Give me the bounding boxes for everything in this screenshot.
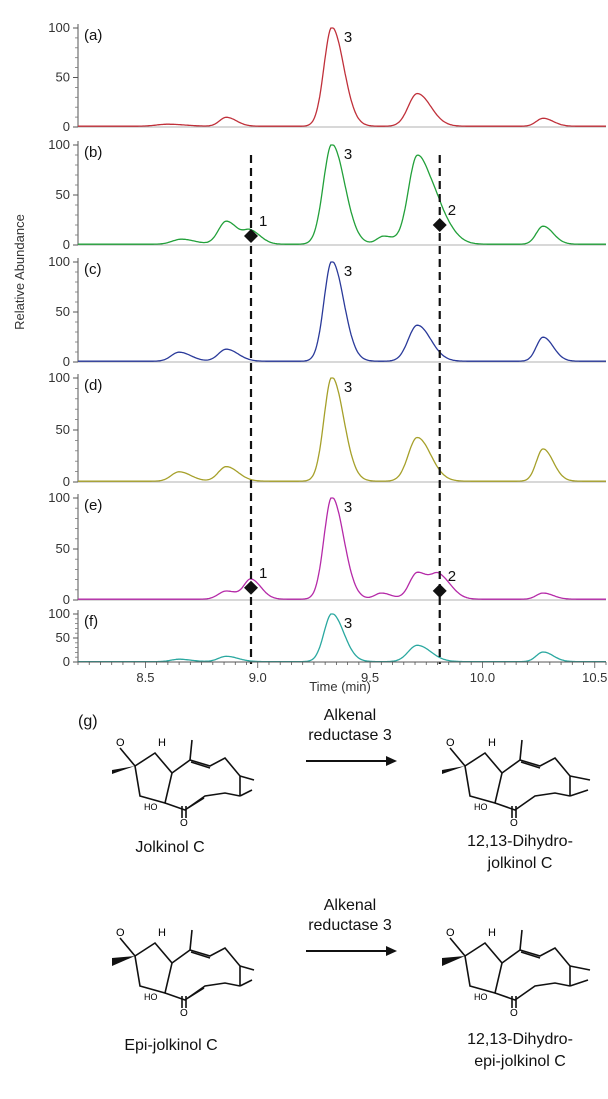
substrate-name-1: Jolkinol C bbox=[135, 839, 205, 856]
product-name-2-line1: 12,13-Dihydro- bbox=[467, 1031, 573, 1048]
trace-b bbox=[78, 144, 606, 245]
y-tick-label: 50 bbox=[56, 541, 70, 556]
peak-label-3: 3 bbox=[344, 29, 352, 46]
x-axis-title: Time (min) bbox=[309, 679, 371, 694]
hydroxyl-label: HO bbox=[144, 802, 158, 812]
panel-a: 0 50 100 (a) 3 bbox=[48, 20, 606, 134]
oxygen-atom-label: O bbox=[116, 737, 125, 749]
y-tick-label: 0 bbox=[63, 237, 70, 252]
y-tick-label: 50 bbox=[56, 422, 70, 437]
peak-label-2: 2 bbox=[448, 202, 456, 219]
peak-label-3: 3 bbox=[344, 615, 352, 632]
product-name-1-line1: 12,13-Dihydro- bbox=[467, 833, 573, 850]
panel-b: 0 50 100 (b) 3 1 2 bbox=[48, 137, 606, 252]
panel-label: (b) bbox=[84, 144, 102, 161]
peak-label-3: 3 bbox=[344, 379, 352, 396]
scheme-label: (g) bbox=[78, 713, 98, 730]
y-tick-label: 50 bbox=[56, 187, 70, 202]
panel-c: 0 50 100 (c) 3 bbox=[48, 254, 606, 369]
y-tick-label: 100 bbox=[48, 20, 70, 35]
y-tick-label: 100 bbox=[48, 370, 70, 385]
reaction-scheme: (g) O H HO O Jolkinol C Alkenal reductas… bbox=[0, 700, 608, 1099]
x-tick-label: 10.5 bbox=[582, 670, 607, 685]
trace-f bbox=[78, 613, 606, 663]
dihydro-jolkinol-c-structure: O H HO O bbox=[430, 718, 600, 828]
peak-label-2: 2 bbox=[448, 568, 456, 585]
oxygen-atom-label: O bbox=[510, 1008, 518, 1018]
y-tick-label: 100 bbox=[48, 137, 70, 152]
peak-label-3: 3 bbox=[344, 146, 352, 163]
x-tick-label: 8.5 bbox=[136, 670, 154, 685]
jolkinol-c-structure: O H HO O bbox=[100, 718, 260, 828]
x-tick-label: 9.5 bbox=[361, 670, 379, 685]
panel-label: (a) bbox=[84, 27, 102, 44]
trace-e bbox=[78, 497, 606, 600]
hydroxyl-label: HO bbox=[474, 802, 488, 812]
oxygen-atom-label: O bbox=[446, 737, 455, 749]
panel-e: 0 50 100 (e) 3 1 2 bbox=[48, 490, 606, 607]
panel-label: (f) bbox=[84, 613, 98, 630]
hydrogen-atom-label: H bbox=[158, 927, 166, 939]
x-tick-label: 9.0 bbox=[249, 670, 267, 685]
y-tick-label: 0 bbox=[63, 654, 70, 669]
x-tick-label: 10.0 bbox=[470, 670, 495, 685]
oxygen-atom-label: O bbox=[180, 818, 188, 828]
x-axis: 8.5 9.0 9.5 10.0 10.5 bbox=[77, 661, 607, 685]
enzyme-label-2-line1: Alkenal bbox=[323, 897, 377, 914]
hydroxyl-label: HO bbox=[144, 992, 158, 1002]
oxygen-atom-label: O bbox=[446, 927, 455, 939]
molecule-drawing: O H HO O bbox=[442, 737, 591, 828]
panel-label: (c) bbox=[84, 261, 102, 278]
panel-d: 0 50 100 (d) 3 bbox=[48, 370, 606, 489]
y-tick-label: 0 bbox=[63, 592, 70, 607]
y-tick-label: 50 bbox=[56, 70, 70, 85]
panel-f: 0 50 100 (f) 3 bbox=[48, 606, 606, 669]
panel-label: (d) bbox=[84, 377, 102, 394]
peak-label-1: 1 bbox=[259, 213, 267, 230]
substrate-name-2: Epi-jolkinol C bbox=[124, 1037, 218, 1054]
trace-c bbox=[78, 261, 606, 362]
trace-d bbox=[78, 377, 606, 482]
reaction-arrow-2 bbox=[306, 946, 397, 956]
peak-label-3: 3 bbox=[344, 499, 352, 516]
dihydro-epi-jolkinol-c-structure: O H HO O bbox=[430, 908, 600, 1018]
enzyme-label-1-line1: Alkenal bbox=[323, 707, 377, 724]
molecule-drawing: O H HO O bbox=[112, 737, 255, 828]
hydroxyl-label: HO bbox=[474, 992, 488, 1002]
molecule-drawing: O H HO O bbox=[112, 927, 255, 1018]
peak-label-3: 3 bbox=[344, 263, 352, 280]
enzyme-label-1-line2: reductase 3 bbox=[308, 727, 392, 744]
hydrogen-atom-label: H bbox=[158, 737, 166, 749]
y-tick-label: 0 bbox=[63, 119, 70, 134]
peak-label-1: 1 bbox=[259, 565, 267, 582]
y-tick-label: 0 bbox=[63, 354, 70, 369]
oxygen-atom-label: O bbox=[116, 927, 125, 939]
epi-jolkinol-c-structure: O H HO O bbox=[100, 908, 260, 1018]
trace-a bbox=[78, 27, 606, 127]
oxygen-atom-label: O bbox=[180, 1008, 188, 1018]
y-tick-label: 0 bbox=[63, 474, 70, 489]
y-tick-label: 100 bbox=[48, 606, 70, 621]
y-axis-title: Relative Abundance bbox=[12, 214, 27, 330]
hydrogen-atom-label: H bbox=[488, 737, 496, 749]
enzyme-label-2-line2: reductase 3 bbox=[308, 917, 392, 934]
panel-label: (e) bbox=[84, 497, 102, 514]
y-tick-label: 50 bbox=[56, 630, 70, 645]
product-name-2-line2: epi-jolkinol C bbox=[474, 1053, 566, 1070]
reaction-arrow-1 bbox=[306, 756, 397, 766]
y-tick-label: 50 bbox=[56, 304, 70, 319]
markers-layer bbox=[249, 155, 441, 664]
y-tick-label: 100 bbox=[48, 254, 70, 269]
y-tick-label: 100 bbox=[48, 490, 70, 505]
hydrogen-atom-label: H bbox=[488, 927, 496, 939]
product-name-1-line2: jolkinol C bbox=[487, 855, 553, 872]
molecule-drawing: O H HO O bbox=[442, 927, 591, 1018]
oxygen-atom-label: O bbox=[510, 818, 518, 828]
